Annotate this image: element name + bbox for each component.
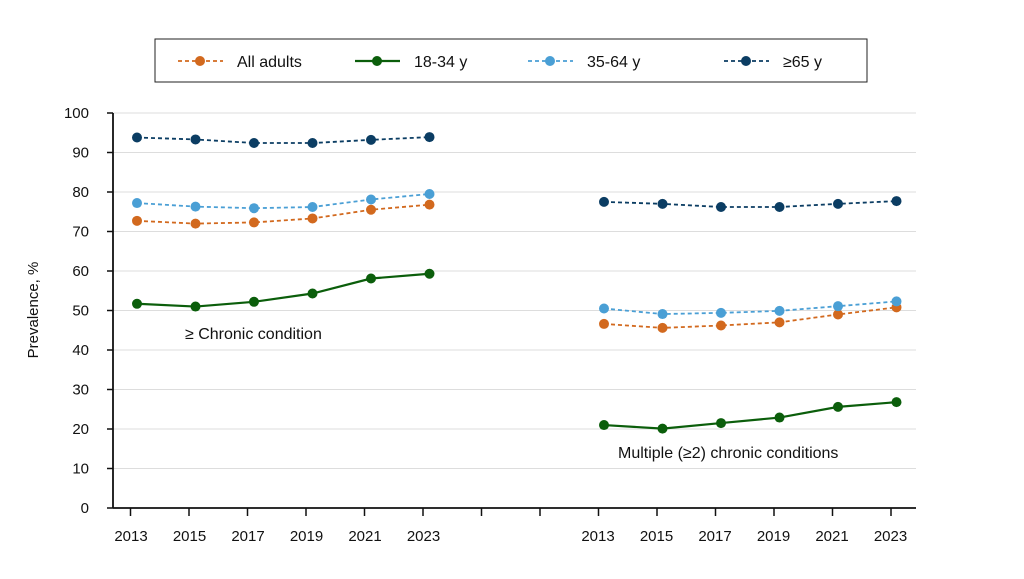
y-tick-label: 90 bbox=[72, 145, 89, 162]
data-point-all-adults bbox=[657, 322, 668, 333]
data-point-18-34-y bbox=[190, 301, 201, 312]
data-point--65-y bbox=[716, 202, 726, 213]
data-point-35-64-y bbox=[774, 305, 785, 316]
data-point-18-34-y bbox=[657, 423, 668, 434]
data-point-35-64-y bbox=[716, 307, 726, 318]
x-tick-label: 2013 bbox=[114, 528, 147, 545]
legend-label: 18-34 y bbox=[414, 54, 467, 71]
data-point-18-34-y bbox=[716, 418, 726, 429]
series-line-all-adults bbox=[136, 203, 430, 225]
x-tick-label: 2023 bbox=[407, 528, 440, 545]
data-point-35-64-y bbox=[366, 194, 376, 205]
data-point-35-64-y bbox=[307, 202, 318, 213]
y-axis-label: Prevalence, % bbox=[25, 262, 42, 359]
data-point-18-34-y bbox=[891, 397, 902, 408]
data-point--65-y bbox=[190, 134, 201, 145]
data-point-all-adults bbox=[249, 217, 259, 228]
legend-marker bbox=[545, 56, 555, 66]
x-tick-label: 2021 bbox=[348, 528, 381, 545]
series-layer bbox=[132, 132, 902, 434]
data-point-35-64-y bbox=[424, 188, 435, 199]
y-tick-label: 20 bbox=[72, 421, 89, 438]
data-point-all-adults bbox=[833, 309, 843, 320]
x-tick-label: 2015 bbox=[640, 528, 673, 545]
legend-marker bbox=[372, 56, 382, 66]
x-tick-label: 2013 bbox=[581, 528, 614, 545]
data-point-18-34-y bbox=[833, 401, 843, 412]
data-point-18-34-y bbox=[424, 268, 435, 279]
data-point--65-y bbox=[599, 196, 609, 207]
data-point-all-adults bbox=[366, 204, 376, 215]
data-point-35-64-y bbox=[249, 203, 259, 214]
data-point-35-64-y bbox=[132, 198, 142, 209]
series-line-35-64-y bbox=[136, 193, 430, 210]
legend-marker bbox=[195, 56, 205, 66]
series-line-35-64-y bbox=[603, 300, 897, 315]
data-point-18-34-y bbox=[366, 273, 376, 284]
data-point-35-64-y bbox=[599, 303, 609, 314]
legend-label: ≥65 y bbox=[783, 54, 822, 71]
panel-label-multiple: Multiple (≥2) chronic conditions bbox=[618, 445, 838, 462]
x-tick-label: 2023 bbox=[874, 528, 907, 545]
data-point-all-adults bbox=[599, 318, 609, 329]
data-point--65-y bbox=[833, 198, 843, 209]
y-tick-label: 30 bbox=[72, 382, 89, 399]
x-tick-label: 2015 bbox=[173, 528, 206, 545]
data-point--65-y bbox=[424, 132, 435, 143]
series-line-18-34-y bbox=[136, 272, 430, 308]
data-point-all-adults bbox=[716, 320, 726, 331]
y-tick-label: 40 bbox=[72, 342, 89, 359]
y-tick-label: 100 bbox=[64, 105, 89, 122]
data-point-35-64-y bbox=[657, 309, 668, 320]
data-point-35-64-y bbox=[891, 296, 902, 307]
data-point-18-34-y bbox=[774, 412, 785, 423]
series-line--65-y bbox=[136, 136, 430, 144]
data-point--65-y bbox=[249, 138, 259, 149]
x-tick-label: 2019 bbox=[290, 528, 323, 545]
data-point-18-34-y bbox=[249, 296, 259, 307]
legend-label: All adults bbox=[237, 54, 302, 71]
gridlines bbox=[113, 112, 916, 469]
data-point-all-adults bbox=[307, 213, 318, 224]
data-point-18-34-y bbox=[132, 298, 142, 309]
x-tick-label: 2017 bbox=[231, 528, 264, 545]
data-point-18-34-y bbox=[307, 288, 318, 299]
y-tick-label: 60 bbox=[72, 263, 89, 280]
y-tick-label: 70 bbox=[72, 224, 89, 241]
legend-marker bbox=[741, 56, 751, 66]
data-point-18-34-y bbox=[599, 420, 609, 431]
legend-label: 35-64 y bbox=[587, 54, 640, 71]
legend: All adults 18-34 y 35-64 y ≥65 y bbox=[154, 38, 868, 83]
x-tick-label: 2021 bbox=[815, 528, 848, 545]
series-line-18-34-y bbox=[603, 401, 897, 430]
data-point-35-64-y bbox=[833, 301, 843, 312]
data-point--65-y bbox=[774, 202, 785, 213]
data-point--65-y bbox=[891, 196, 902, 207]
x-tick-label: 2017 bbox=[698, 528, 731, 545]
panel-label-single: ≥ Chronic condition bbox=[185, 326, 322, 343]
tick-labels: 0 10 20 30 40 50 60 70 80 90 100 2013 2015 2017 2019 20… bbox=[64, 105, 907, 545]
data-point-35-64-y bbox=[190, 201, 201, 212]
data-point-all-adults bbox=[774, 317, 785, 328]
data-point--65-y bbox=[132, 132, 142, 143]
data-point-all-adults bbox=[424, 199, 435, 210]
x-tick-label: 2019 bbox=[757, 528, 790, 545]
data-point--65-y bbox=[657, 198, 668, 209]
y-tick-label: 80 bbox=[72, 184, 89, 201]
data-point--65-y bbox=[366, 134, 376, 145]
data-point--65-y bbox=[307, 138, 318, 149]
y-tick-label: 0 bbox=[81, 500, 89, 517]
series-line--65-y bbox=[603, 200, 897, 208]
axes bbox=[107, 112, 916, 516]
data-point-all-adults bbox=[132, 215, 142, 226]
y-tick-label: 50 bbox=[72, 303, 89, 320]
data-point-all-adults bbox=[190, 218, 201, 229]
y-tick-label: 10 bbox=[72, 461, 89, 478]
